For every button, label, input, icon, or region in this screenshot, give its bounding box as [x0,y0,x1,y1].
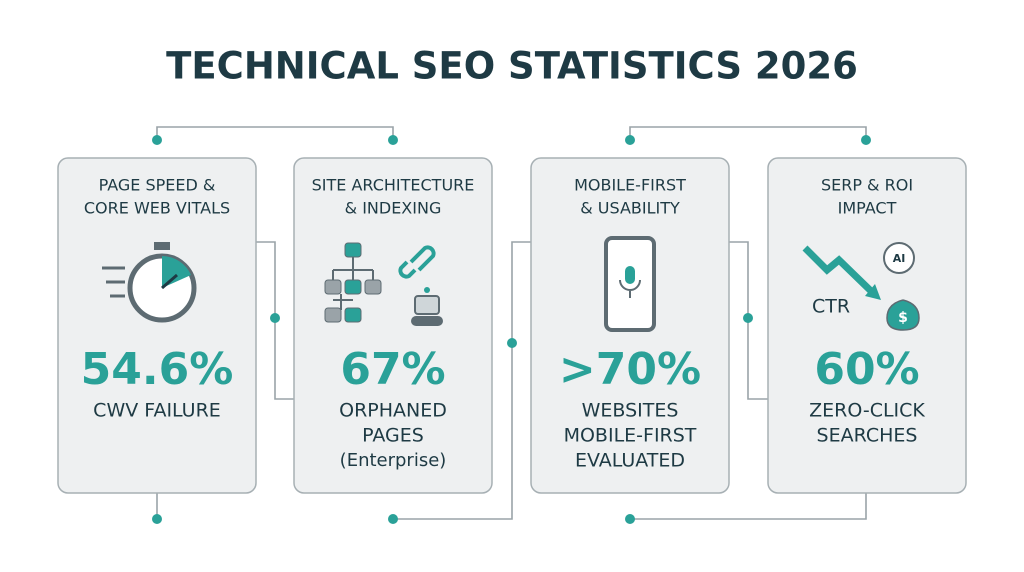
icon-label: AI [893,252,906,265]
card-stat: >70% [559,344,701,395]
card-label: WEBSITES [582,400,679,422]
dot [743,313,753,323]
card-label: CWV FAILURE [93,400,221,422]
card-heading: & USABILITY [580,199,680,218]
icon-shape [344,242,362,258]
connector [156,126,394,140]
card: PAGE SPEED & CORE WEB VITALS 54.6% CWV FAIL… [57,157,257,494]
dot [625,514,635,524]
icon-shape [324,307,342,323]
connector [630,493,867,520]
icon-shape [414,295,440,315]
icon-shape [424,287,430,293]
card-heading: MOBILE-FIRST [574,176,686,195]
card-label: MOBILE-FIRST [564,425,697,447]
card-label: SEARCHES [817,425,918,447]
dot [270,313,280,323]
connector [393,241,531,520]
icon-shape [154,242,170,250]
icon-label: CTR [812,296,850,318]
icon-shape [865,284,881,300]
icon-shape [364,279,382,295]
icon-shape [344,307,362,323]
card-heading: SITE ARCHITECTURE [312,176,475,195]
card-label: ZERO-CLICK [809,400,925,422]
icon-shape [332,257,374,310]
card: MOBILE-FIRST & USABILITY >70% WEBSITES MOBIL… [530,157,730,494]
connectors [152,126,871,524]
dot [861,135,871,145]
card-heading: IMPACT [838,199,897,218]
card-heading: SERP & ROI [821,176,913,195]
card-stat: 60% [814,344,919,395]
dot [152,514,162,524]
icon-shape [161,273,178,290]
dot [152,135,162,145]
card-heading: & INDEXING [345,199,442,218]
card-label: ORPHANED [339,400,447,422]
card: SITE ARCHITECTURE & INDEXING 67% ORPHANED PA… [293,157,493,494]
card-stat: 54.6% [81,344,234,395]
icon-shape [411,316,443,326]
connector [629,126,867,140]
dot [625,135,635,145]
card: SERP & ROI IMPACT CTR AI $60% ZERO-CLICK SEARC… [767,157,967,494]
card-heading: CORE WEB VITALS [84,199,230,218]
card-box [57,157,257,494]
card-note: (Enterprise) [340,450,447,471]
icon-shape [344,279,362,295]
card-label: EVALUATED [575,450,685,472]
title: TECHNICAL SEO STATISTICS 2026 [166,45,858,88]
card-box [293,157,493,494]
icon-shape [619,279,641,298]
icon-label: $ [898,310,908,326]
icon-shape [883,242,915,274]
card-label: PAGES [362,425,424,447]
dot [507,338,517,348]
card-stat: 67% [340,344,445,395]
icon-shape [625,266,635,284]
icon-shape [886,299,920,331]
icon-shape [398,245,436,279]
dot [388,514,398,524]
icon-shape [802,245,875,295]
card-heading: PAGE SPEED & [99,176,216,195]
icon-shape [324,279,342,295]
dot [388,135,398,145]
card-box [767,157,967,494]
